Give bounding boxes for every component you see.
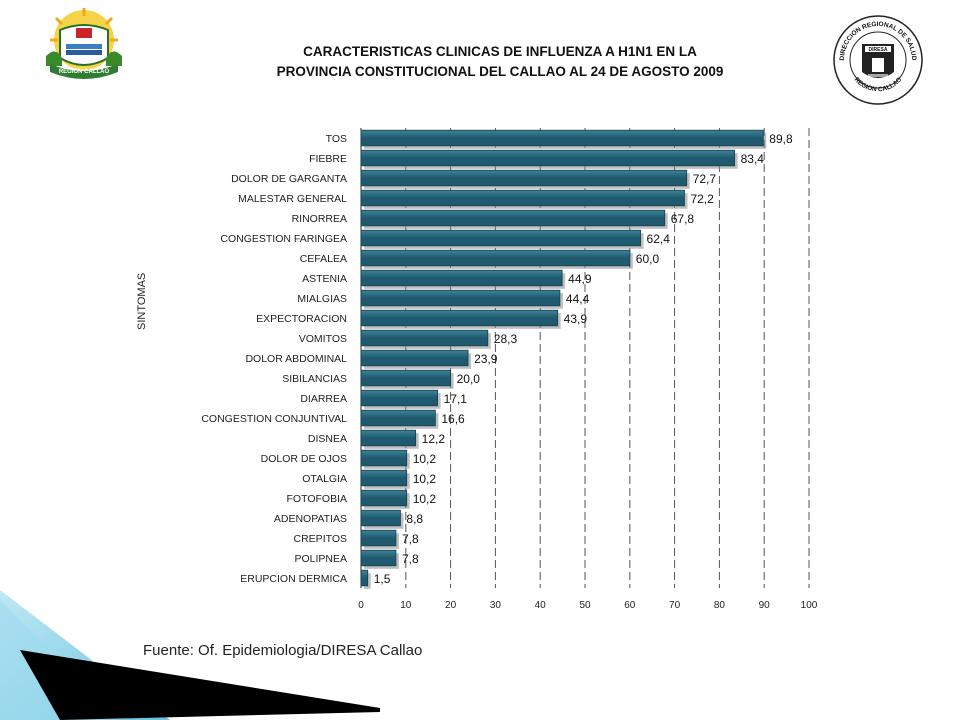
bar [360,489,408,507]
bar [360,209,666,227]
bar [360,349,469,367]
chart-title: CARACTERISTICAS CLINICAS DE INFLUENZA A … [200,42,800,82]
x-tick-label: 0 [358,600,364,611]
category-label: CEFALEA [300,253,347,265]
bar [360,529,397,547]
data-label: 10,2 [413,492,437,506]
diresa-logo: DIRECCION REGIONAL DE SALUD REGION CALLA… [833,15,923,105]
data-label: 8,8 [406,512,423,526]
category-label: CONGESTION CONJUNTIVAL [201,413,347,425]
category-label: FIEBRE [309,153,347,165]
category-label: ADENOPATIAS [274,513,347,525]
data-label: 83,4 [741,152,765,166]
category-label: SIBILANCIAS [282,373,347,385]
bar [360,369,451,387]
data-label: 44,4 [566,292,590,306]
data-label: 1,5 [374,572,391,586]
category-label: ERUPCION DERMICA [240,573,347,585]
x-tick-label: 50 [579,600,591,611]
category-label: DOLOR ABDOMINAL [245,353,347,365]
chart-title-line1: CARACTERISTICAS CLINICAS DE INFLUENZA A … [303,44,697,59]
y-axis-label: SINTOMAS [136,272,148,330]
category-label: MIALGIAS [297,293,347,305]
data-label: 43,9 [564,312,588,326]
category-label: OTALGIA [302,473,347,485]
bar [360,249,631,267]
data-label: 23,9 [474,352,498,366]
bar [360,129,764,147]
data-label: 89,8 [769,132,793,146]
category-label: DIARREA [300,393,347,405]
category-label: CONGESTION FARINGEA [220,233,347,245]
x-tick-label: 40 [535,600,547,611]
x-tick-label: 100 [801,600,818,611]
data-label: 17,1 [444,392,468,406]
x-tick-label: 30 [490,600,502,611]
bar [360,309,559,327]
x-tick-label: 60 [624,600,636,611]
category-label: VOMITOS [299,333,347,345]
category-label: DOLOR DE GARGANTA [231,173,347,185]
bar [360,449,408,467]
source-note: Fuente: Of. Epidemiologia/DIRESA Callao [143,642,423,659]
category-label: TOS [326,133,347,145]
bar [360,569,369,587]
bar [360,169,688,187]
x-tick-label: 90 [759,600,771,611]
bar [360,189,685,207]
data-label: 28,3 [494,332,518,346]
bar [360,329,489,347]
category-label: POLIPNEA [294,553,347,565]
bar [360,429,417,447]
category-label: MALESTAR GENERAL [238,193,347,205]
bar [360,269,563,287]
bar [360,509,401,527]
data-label: 67,8 [671,212,695,226]
category-label: DISNEA [308,433,347,445]
bar [360,469,408,487]
region-callao-logo: REGION CALLAO [46,8,122,79]
x-tick-label: 70 [669,600,681,611]
data-label: 7,8 [402,532,419,546]
data-label: 10,2 [413,452,437,466]
bar [360,289,561,307]
category-label: RINORREA [292,213,347,225]
x-tick-label: 80 [714,600,726,611]
category-label: DOLOR DE OJOS [261,453,347,465]
data-label: 7,8 [402,552,419,566]
data-label: 72,7 [693,172,717,186]
bar [360,549,397,567]
bar [360,229,641,247]
logo-left-text: REGION CALLAO [59,69,110,75]
data-label: 72,2 [690,192,714,206]
category-label: CREPITOS [294,533,347,545]
x-tick-label: 20 [445,600,457,611]
data-label: 12,2 [422,432,446,446]
corner-decoration [0,590,380,720]
data-label: 60,0 [636,252,660,266]
logo-right-badge: DIRESA [869,47,888,53]
bar [360,149,736,167]
data-label: 20,0 [457,372,481,386]
bar [360,409,436,427]
data-label: 62,4 [647,232,671,246]
data-label: 44,9 [568,272,592,286]
category-label: FOTOFOBIA [287,493,347,505]
category-label: ASTENIA [302,273,347,285]
x-tick-label: 10 [400,600,412,611]
data-label: 16,6 [441,412,465,426]
bar [360,389,439,407]
data-label: 10,2 [413,472,437,486]
category-label: EXPECTORACION [256,313,347,325]
chart-title-line2: PROVINCIA CONSTITUCIONAL DEL CALLAO AL 2… [276,64,724,79]
